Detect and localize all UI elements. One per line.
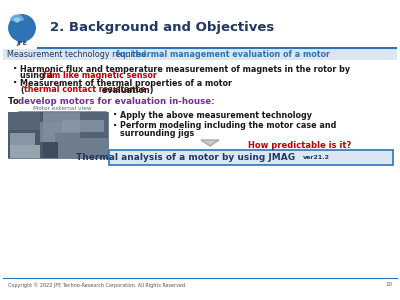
FancyBboxPatch shape (109, 150, 393, 165)
FancyArrow shape (201, 140, 219, 146)
Text: ·: · (13, 78, 17, 88)
Text: Harmonic flux and temperature measurement of magnets in the rotor by: Harmonic flux and temperature measuremen… (20, 64, 350, 74)
Text: thermal contact resistance: thermal contact resistance (24, 85, 145, 94)
Text: Measurement of thermal properties of a motor: Measurement of thermal properties of a m… (20, 79, 232, 88)
Text: using a: using a (20, 71, 56, 80)
Text: (: ( (20, 85, 24, 94)
Text: ·: · (113, 121, 117, 131)
FancyBboxPatch shape (8, 112, 40, 130)
FancyBboxPatch shape (62, 120, 104, 132)
Wedge shape (14, 18, 20, 22)
Text: Thermal analysis of a motor by using JMAG: Thermal analysis of a motor by using JMA… (76, 153, 296, 162)
Circle shape (9, 15, 35, 41)
Text: ·: · (113, 110, 117, 120)
Text: Perform modeling including the motor case and: Perform modeling including the motor cas… (120, 122, 336, 130)
Text: Copyright © 2022 JFE Techno-Research Corporation. All Rights Reserved.: Copyright © 2022 JFE Techno-Research Cor… (8, 282, 187, 288)
Text: 10: 10 (385, 283, 392, 287)
FancyBboxPatch shape (10, 145, 40, 158)
FancyBboxPatch shape (8, 112, 108, 158)
FancyBboxPatch shape (80, 112, 108, 138)
FancyBboxPatch shape (40, 122, 85, 142)
Wedge shape (10, 15, 24, 22)
Text: Measurement technology required: Measurement technology required (7, 50, 149, 59)
Text: for thermal management evaluation of a motor: for thermal management evaluation of a m… (116, 50, 330, 59)
Text: 2. Background and Objectives: 2. Background and Objectives (50, 22, 274, 34)
FancyBboxPatch shape (43, 142, 58, 158)
Text: ·: · (13, 64, 17, 74)
Circle shape (9, 15, 35, 41)
Text: evaluation): evaluation) (99, 85, 154, 94)
Text: ver21.2: ver21.2 (303, 155, 330, 160)
Text: surrounding jigs: surrounding jigs (120, 128, 194, 137)
Text: JFE: JFE (16, 40, 28, 46)
FancyBboxPatch shape (8, 112, 43, 158)
Text: Motor external view: Motor external view (33, 106, 91, 110)
FancyBboxPatch shape (10, 133, 35, 145)
Text: film like magnetic sensor: film like magnetic sensor (43, 71, 157, 80)
FancyBboxPatch shape (3, 49, 397, 60)
FancyBboxPatch shape (55, 133, 108, 158)
Text: develop motors for evaluation in-house:: develop motors for evaluation in-house: (18, 97, 215, 106)
Text: How predictable is it?: How predictable is it? (248, 142, 351, 151)
Text: To: To (8, 97, 22, 106)
Text: Apply the above measurement technology: Apply the above measurement technology (120, 110, 312, 119)
